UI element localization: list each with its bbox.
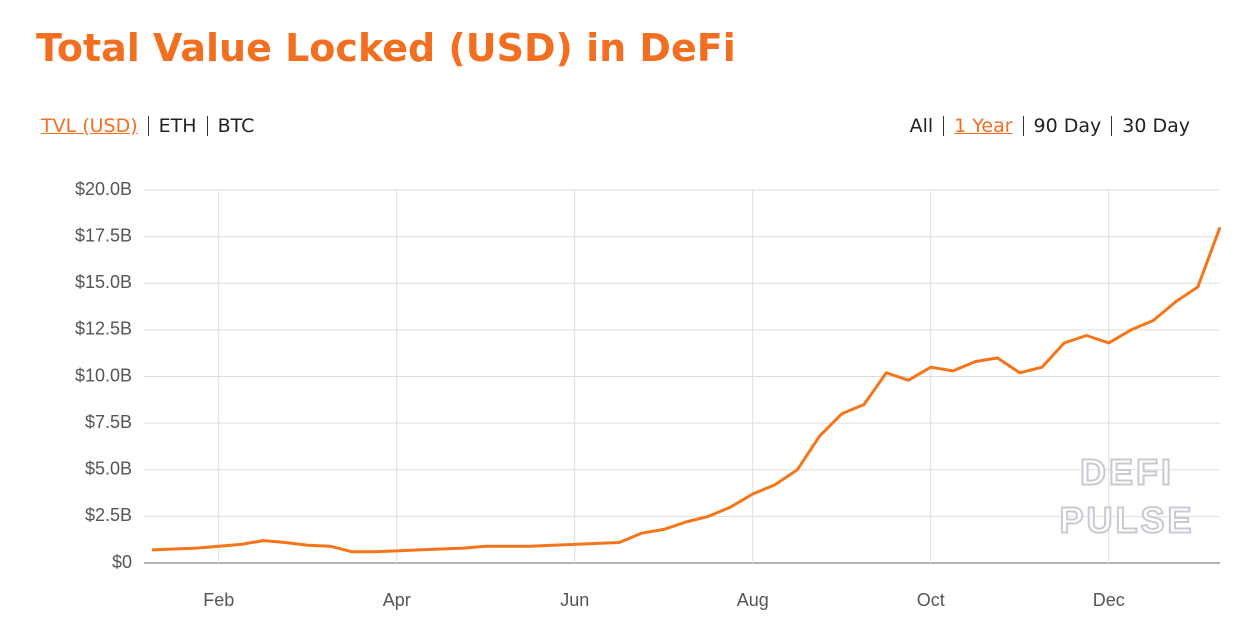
y-tick-label: $2.5B [85, 505, 132, 525]
y-tick-label: $5.0B [85, 459, 132, 479]
y-tick-label: $20.0B [75, 179, 132, 199]
range-tabs: All 1 Year 90 Day 30 Day [910, 116, 1190, 136]
x-tick-label: Jun [560, 590, 589, 610]
chart-title: Total Value Locked (USD) in DeFi [36, 26, 736, 70]
y-tick-label: $12.5B [75, 319, 132, 339]
y-tick-label: $17.5B [75, 225, 132, 245]
tab[interactable]: TVL (USD) [41, 115, 138, 137]
x-tick-label: Feb [203, 590, 234, 610]
y-tick-label: $7.5B [85, 412, 132, 432]
x-tick-label: Apr [383, 590, 411, 610]
tab[interactable]: BTC [206, 116, 254, 136]
x-tick-label: Oct [917, 590, 945, 610]
x-tick-label: Aug [737, 590, 769, 610]
watermark: PULSE [1059, 500, 1194, 541]
tab[interactable]: 30 Day [1111, 116, 1190, 136]
watermark: DEFI [1080, 452, 1174, 493]
tab[interactable]: All [909, 115, 934, 137]
unit-tabs: TVL (USD) ETH BTC [41, 116, 254, 136]
tab[interactable]: 90 Day [1022, 116, 1112, 136]
y-tick-label: $15.0B [75, 272, 132, 292]
tab[interactable]: ETH [147, 116, 207, 136]
y-tick-label: $0 [112, 552, 132, 572]
tab[interactable]: 1 Year [943, 116, 1022, 136]
y-tick-label: $10.0B [75, 365, 132, 385]
x-tick-label: Dec [1093, 590, 1125, 610]
line [151, 226, 1222, 554]
